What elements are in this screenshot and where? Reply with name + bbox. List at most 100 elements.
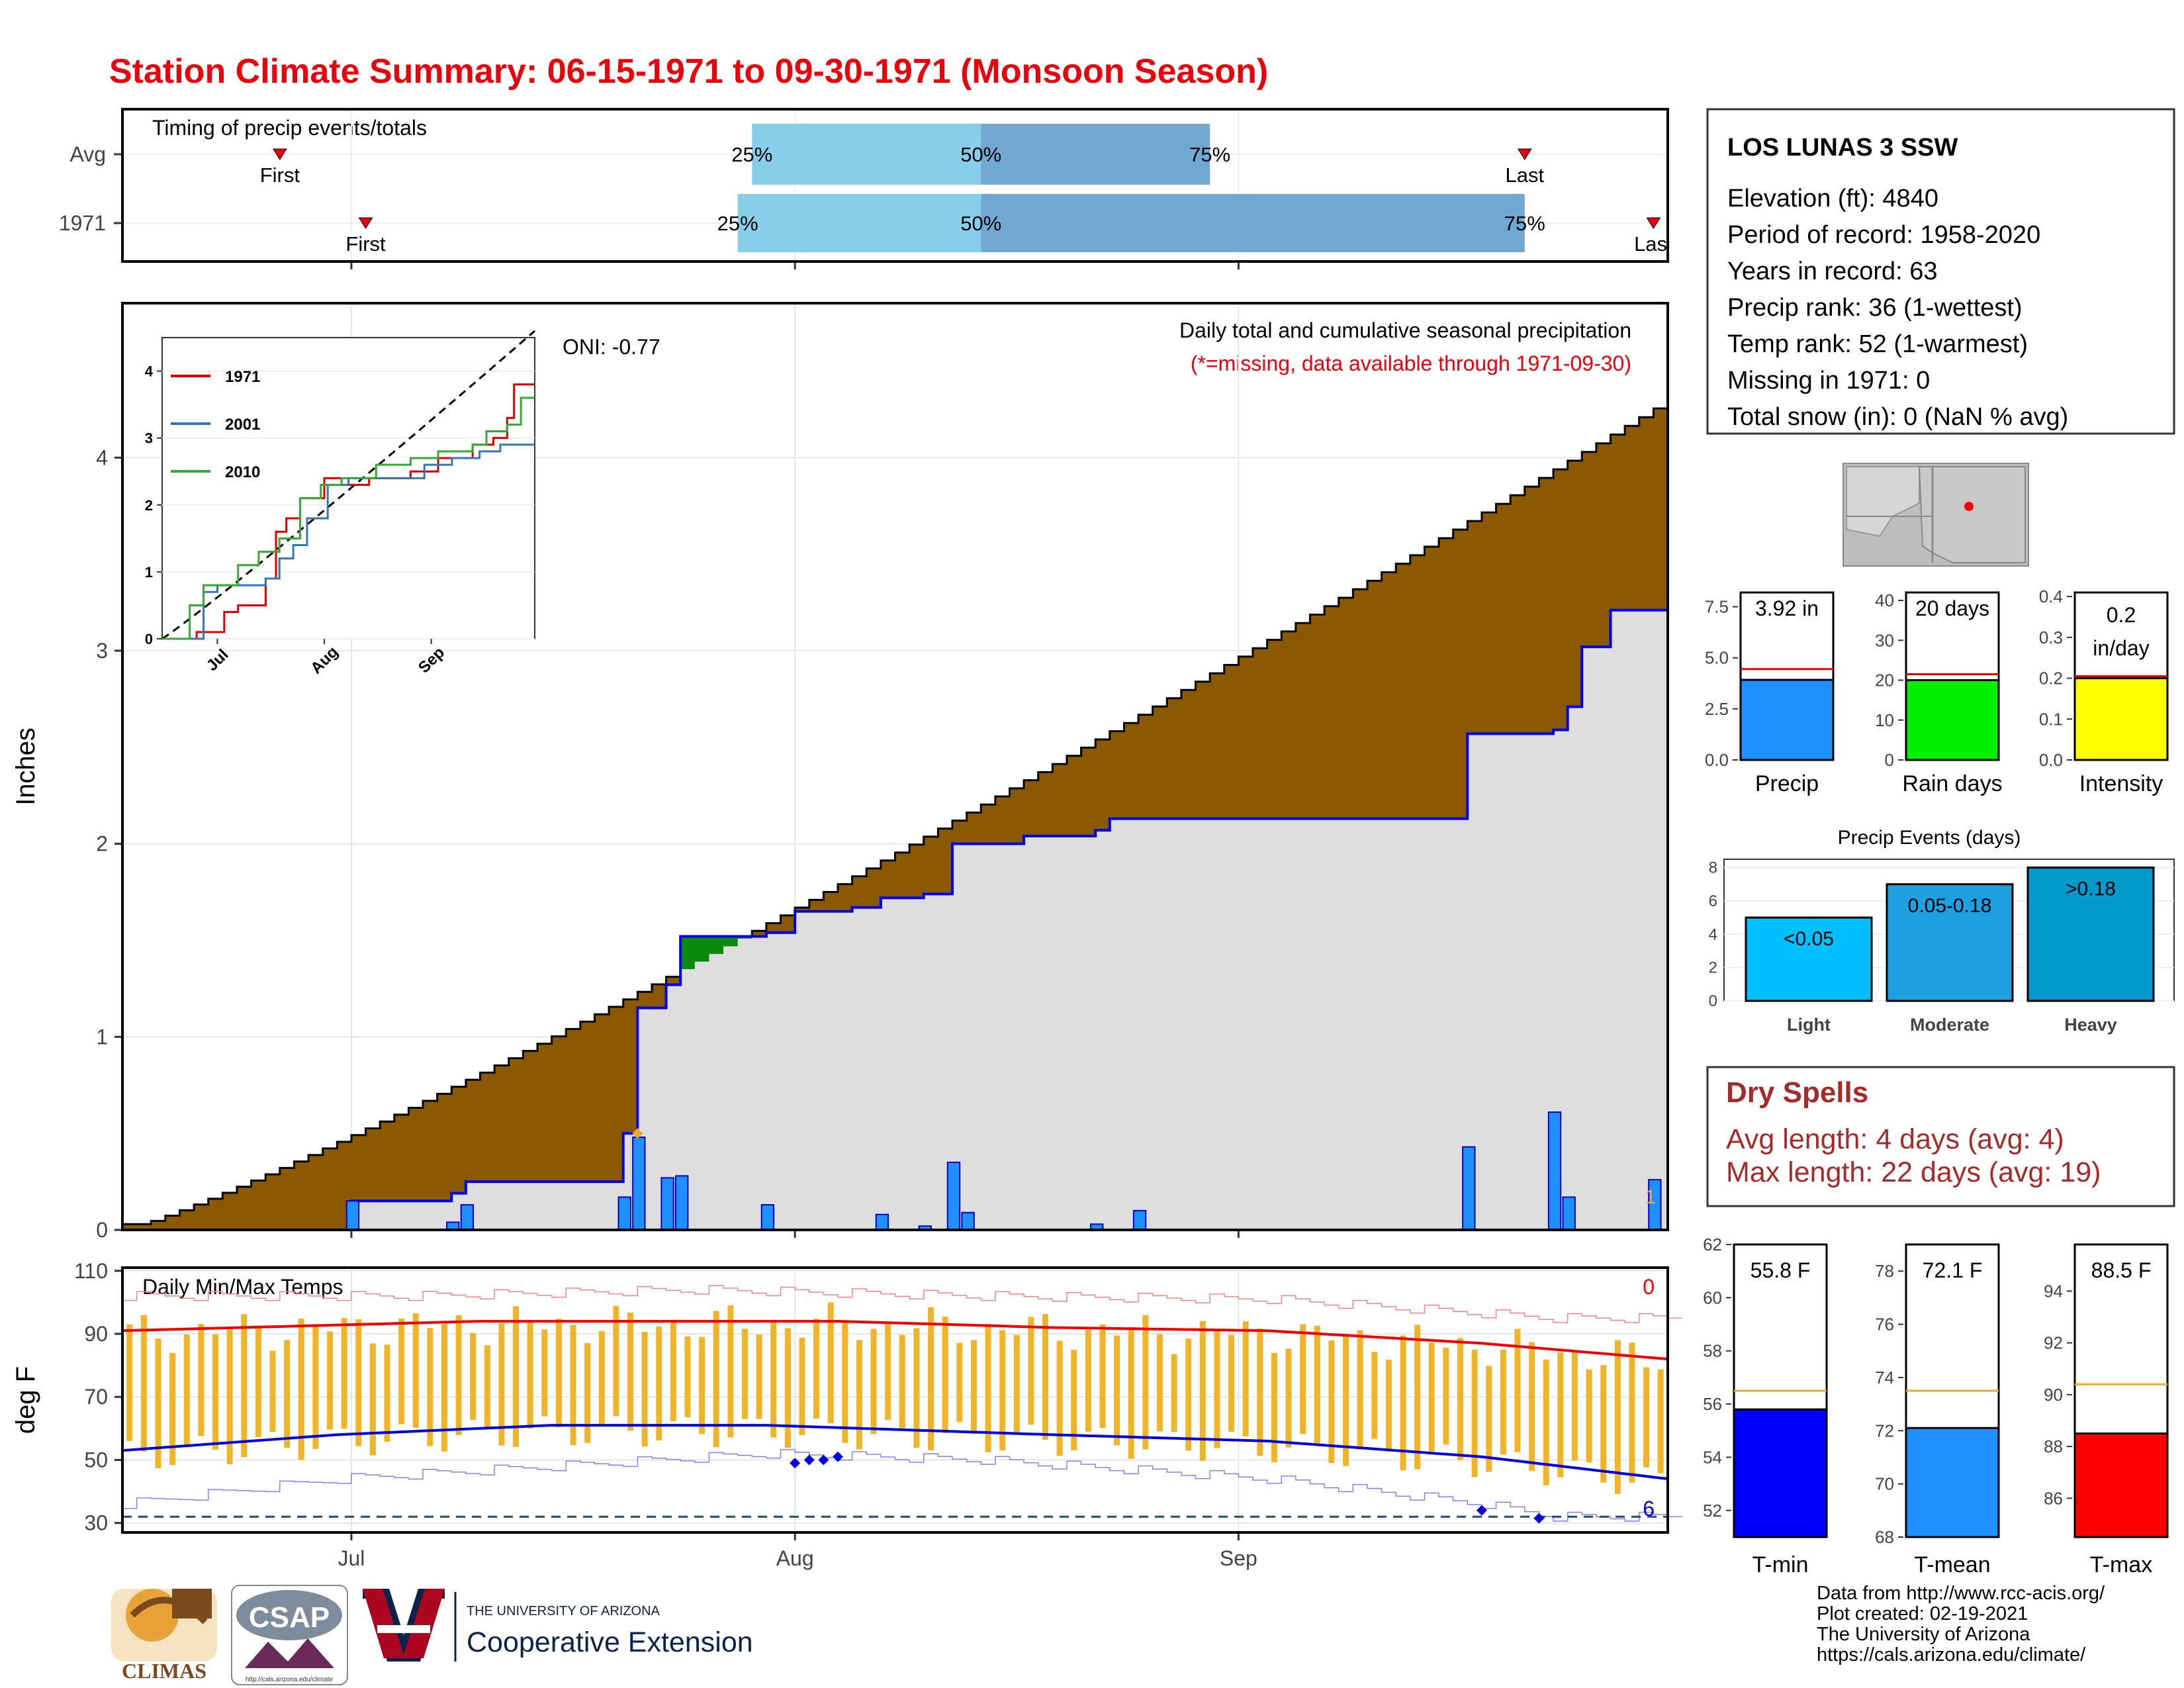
temps-y-tick-label: 68 (1875, 1527, 1894, 1547)
avg-min-line (122, 1424, 1668, 1481)
events-bar (1745, 916, 1873, 1002)
timing-q75-label: 75% (1504, 212, 1545, 235)
station-info-box: LOS LUNAS 3 SSW Elevation (ft): 4840 Peri… (1706, 108, 2175, 435)
temps-category-label: T-min (1752, 1552, 1809, 1577)
dry-spells-box: Dry Spells Avg length: 4 days (avg: 4) M… (1706, 1066, 2175, 1207)
timing-q50-q75-bar (981, 124, 1210, 185)
precip-y-tick-label: 3 (96, 639, 108, 663)
station-info-line: Temp rank: 52 (1-warmest) (1727, 330, 2028, 358)
timing-frame (121, 108, 1669, 263)
station-location-dot (1964, 502, 1974, 511)
temps-value-label: 88.5 F (2091, 1258, 2152, 1282)
timing-first-label: First (260, 164, 300, 187)
inset-legend-label: 2001 (225, 416, 260, 434)
temp-x-tick-label: Aug (776, 1546, 814, 1570)
credit-line: Plot created: 02-19-2021 (1817, 1603, 2028, 1624)
totals-y-tick-label: 0.0 (2039, 750, 2063, 770)
credit-line: https://cals.arizona.edu/climate/ (1817, 1644, 2086, 1665)
record-low-marker (790, 1458, 801, 1469)
csap-logo-url: http://cals.arizona.edu/climate (246, 1676, 334, 1683)
credits: Data from http://www.rcc-acis.org/ Plot … (1817, 1583, 2105, 1665)
daily-precip-bar (961, 1211, 975, 1231)
ua-small-text: THE UNIVERSITY OF ARIZONA (467, 1604, 660, 1618)
temp-y-tick-label: 70 (84, 1385, 108, 1409)
temps-y-tick-label: 92 (2044, 1333, 2063, 1353)
missing-data-marker (632, 1128, 643, 1139)
events-y-tick-label: 2 (1709, 959, 1717, 977)
inset-y-tick-label: 2 (145, 497, 153, 514)
inset-y-tick-label: 0 (145, 631, 153, 647)
totals-category-label: Intensity (2079, 771, 2163, 796)
timing-first-label: First (345, 232, 386, 256)
totals-value-label: in/day (2093, 636, 2149, 660)
daily-precip-bar (1132, 1209, 1147, 1231)
daily-precip-bar (1562, 1196, 1576, 1231)
temp-y-tick-label: 30 (84, 1511, 108, 1535)
precip-events-panel: Precip Events (days) 0 2 4 6 8 <0.05 Light 0.05… (1709, 827, 2175, 1035)
events-category-label: Light (1787, 1015, 1831, 1035)
totals-y-tick-label: 0.1 (2039, 709, 2063, 729)
daily-precip-bar (460, 1204, 475, 1231)
inset-frame (161, 337, 535, 639)
totals-y-tick-label: 0.2 (2039, 669, 2063, 688)
temps-category-label: T-mean (1914, 1552, 1990, 1577)
location-map (1843, 463, 2029, 567)
events-category-label: Moderate (1910, 1015, 1989, 1035)
dry-spells-max: Max length: 22 days (avg: 19) (1726, 1156, 2101, 1188)
totals-value-label: 0.2 (2107, 603, 2136, 627)
daily-precip-bar (345, 1200, 360, 1231)
inset-legend-label: 1971 (225, 368, 260, 386)
daily-precip-bar (632, 1137, 646, 1231)
timing-last-marker (1517, 148, 1532, 160)
timing-q50-q75-bar (981, 194, 1525, 252)
record-high-line (122, 1285, 1682, 1323)
seasonal-temp-panels: 52 54 56 58 60 62 55.8 F T-min 68 70 72 74 76 78 72.1 … (1703, 1235, 2169, 1577)
temps-y-tick-label: 72 (1875, 1421, 1894, 1440)
temps-category-label: T-max (2090, 1552, 2152, 1577)
station-info-line: Period of record: 1958-2020 (1727, 221, 2040, 249)
record-low-marker (818, 1454, 829, 1466)
temp-y-axis-label: deg F (11, 1366, 40, 1434)
totals-bar (1739, 679, 1835, 761)
temps-y-tick-label: 94 (2044, 1281, 2063, 1301)
totals-y-tick-label: 10 (1875, 710, 1894, 730)
station-info-line: Years in record: 63 (1727, 258, 1938, 285)
daily-precip-bar (1462, 1146, 1476, 1231)
events-y-tick-label: 6 (1709, 892, 1717, 910)
temps-y-tick-label: 56 (1703, 1394, 1722, 1414)
temps-value-label: 55.8 F (1751, 1258, 1811, 1282)
climas-logo-text: CLIMAS (122, 1659, 206, 1683)
record-low-marker (803, 1454, 815, 1466)
totals-bar (2073, 677, 2169, 761)
totals-bar (1905, 679, 2000, 761)
station-name: LOS LUNAS 3 SSW (1727, 134, 1958, 162)
temps-y-tick-label: 90 (2044, 1385, 2063, 1405)
temps-value-label: 72.1 F (1923, 1258, 1983, 1282)
totals-y-tick-label: 7.5 (1705, 597, 1729, 617)
seasonal-totals-panels: 0.0 2.5 5.0 7.5 3.92 in Precip 0 10 20 30 40 20 day… (1705, 586, 2169, 796)
totals-y-tick-label: 0 (1885, 750, 1894, 770)
timing-last-marker (1646, 217, 1661, 229)
events-bar (1886, 883, 2014, 1002)
timing-q25-label: 25% (731, 143, 772, 166)
timing-q50-label: 50% (960, 143, 1001, 166)
temps-y-tick-label: 70 (1875, 1474, 1894, 1494)
precip-y-tick-label: 4 (96, 445, 108, 469)
inset-y-tick-label: 3 (145, 430, 153, 447)
station-info-line: Precip rank: 36 (1-wettest) (1727, 294, 2023, 322)
timing-q25-label: 25% (717, 212, 758, 235)
record-low-marker (833, 1451, 844, 1462)
timing-last-label: Last (1505, 164, 1544, 187)
temps-bar (1905, 1427, 2000, 1538)
daily-precip-bar (1547, 1111, 1562, 1231)
daily-precip-bar (946, 1161, 961, 1231)
cumulative-grey-fill (122, 577, 1668, 1230)
inset-avg-line (161, 330, 535, 640)
totals-y-tick-label: 0.3 (2039, 628, 2063, 647)
totals-value-label: 3.92 in (1755, 596, 1819, 620)
station-info-line: Elevation (ft): 4840 (1727, 185, 1938, 212)
precip-panel-subtitle: (*=missing, data available through 1971-… (1191, 352, 1631, 375)
daily-precip-bar (760, 1204, 775, 1231)
ua-logo: THE UNIVERSITY OF ARIZONA Cooperative Ex… (363, 1589, 753, 1662)
